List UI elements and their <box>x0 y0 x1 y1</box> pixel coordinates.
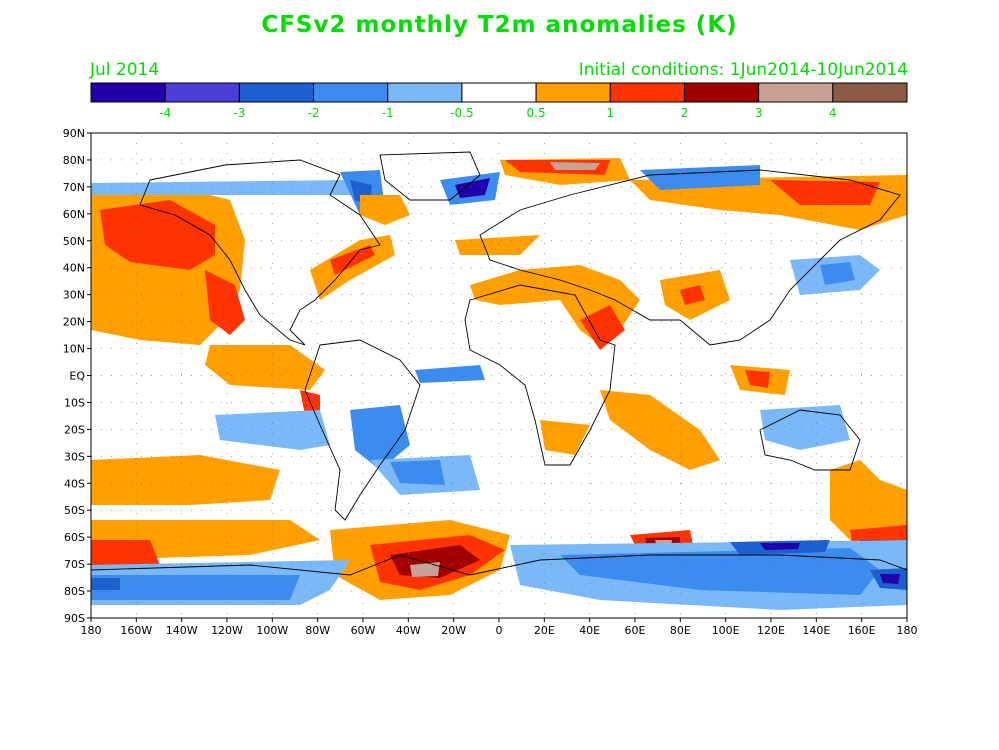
latitude-label: 20N <box>63 316 85 329</box>
longitude-label: 100W <box>256 624 288 637</box>
initial-conditions: Initial conditions: 1Jun2014-10Jun2014 <box>578 60 908 80</box>
anomaly-field <box>91 151 907 618</box>
longitude-label: 140W <box>166 624 198 637</box>
valid-month: Jul 2014 <box>90 60 160 80</box>
gridlines <box>87 132 908 622</box>
latitude-label: 40S <box>64 477 85 490</box>
colorbar: -4 -3 -2 -1 -0.5 0.5 1 2 3 4 <box>90 82 908 120</box>
longitude-label: 160W <box>120 624 152 637</box>
colorbar-label: -0.5 <box>450 106 473 120</box>
longitude-label: 60E <box>625 624 646 637</box>
latitude-label: 90S <box>64 612 85 625</box>
longitude-label: 20E <box>534 624 555 637</box>
latitude-label: 30N <box>63 289 85 302</box>
colorbar-label: 2 <box>681 106 689 120</box>
colorbar-label: -4 <box>159 106 171 120</box>
latitude-label: 50S <box>64 504 85 517</box>
longitude-label: 120E <box>757 624 785 637</box>
longitude-label: 180 <box>81 624 102 637</box>
longitude-label: 140E <box>802 624 830 637</box>
latitude-label: 80S <box>64 585 85 598</box>
longitude-label: 40W <box>396 624 421 637</box>
latitude-label: 40N <box>63 262 85 275</box>
latitude-label: 10S <box>64 396 85 409</box>
latitude-labels: 90N 80N 70N 60N 50N 40N 30N 20N 10N EQ 10S 20S 30S 40… <box>63 127 86 625</box>
colorbar-label: -1 <box>382 106 394 120</box>
longitude-label: 160E <box>848 624 876 637</box>
latitude-label: 70N <box>63 181 85 194</box>
longitude-label: 120W <box>211 624 243 637</box>
longitude-label: 80W <box>305 624 330 637</box>
latitude-label: 90N <box>63 127 85 140</box>
longitude-label: 0 <box>496 624 503 637</box>
colorbar-label: -3 <box>233 106 245 120</box>
latitude-label: EQ <box>69 370 85 383</box>
longitude-label: 180 <box>897 624 918 637</box>
chart-title: CFSv2 monthly T2m anomalies (K) <box>261 12 738 38</box>
longitude-label: 100E <box>712 624 740 637</box>
latitude-label: 60N <box>63 208 85 221</box>
latitude-label: 20S <box>64 423 85 436</box>
plot-frame <box>90 132 908 619</box>
longitude-label: 40E <box>579 624 600 637</box>
latitude-label: 60S <box>64 531 85 544</box>
colorbar-label: 1 <box>606 106 614 120</box>
colorbar-swatch <box>832 82 908 103</box>
latitude-label: 30S <box>64 450 85 463</box>
longitude-label: 20W <box>441 624 466 637</box>
colorbar-label: 3 <box>755 106 763 120</box>
latitude-label: 80N <box>63 154 85 167</box>
longitude-labels: 180 160W 140W 120W 100W 80W 60W 40W 20W 0 20E 40E 60… <box>81 624 918 637</box>
latitude-label: 10N <box>63 343 85 356</box>
colorbar-label: -2 <box>308 106 320 120</box>
latitude-label: 70S <box>64 558 85 571</box>
colorbar-label: 4 <box>829 106 837 120</box>
colorbar-label: 0.5 <box>527 106 546 120</box>
longitude-label: 60W <box>351 624 376 637</box>
longitude-label: 80E <box>670 624 691 637</box>
latitude-label: 50N <box>63 235 85 248</box>
